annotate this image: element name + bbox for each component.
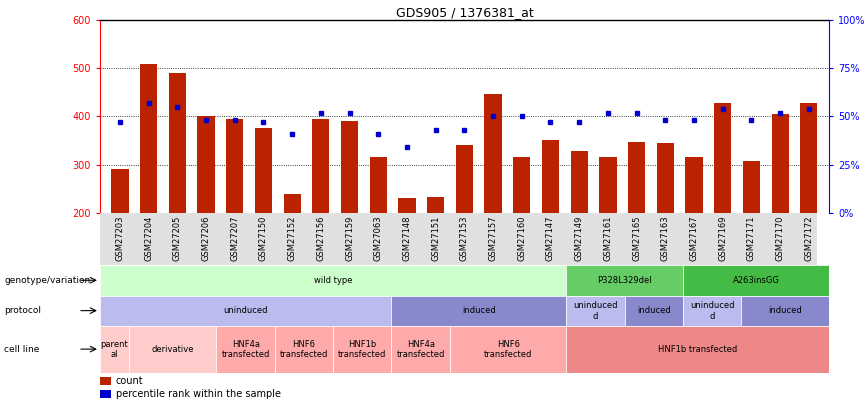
Text: count: count [115,376,143,386]
Text: percentile rank within the sample: percentile rank within the sample [115,389,281,399]
Text: GSM27160: GSM27160 [517,215,526,261]
Text: wild type: wild type [314,276,352,285]
Text: GSM27172: GSM27172 [805,215,813,261]
Text: GSM27169: GSM27169 [718,215,727,261]
Text: GSM27204: GSM27204 [144,215,153,261]
Bar [542,141,559,213]
Text: HNF6
transfected: HNF6 transfected [279,340,328,359]
Bar [625,296,683,326]
Title: GDS905 / 1376381_at: GDS905 / 1376381_at [396,6,533,19]
Bar [227,119,243,213]
Bar [100,390,111,398]
Text: GSM27203: GSM27203 [115,215,124,261]
Bar [129,326,216,373]
Bar [284,194,300,213]
Bar [333,326,391,373]
Bar [657,143,674,213]
Text: HNF4a
transfected: HNF4a transfected [221,340,270,359]
Bar [275,326,333,373]
Text: cell line: cell line [4,345,40,354]
Bar [100,296,391,326]
Bar [391,296,567,326]
Text: GSM27149: GSM27149 [575,215,583,261]
Bar [341,121,358,213]
Bar [683,296,741,326]
Text: GSM27159: GSM27159 [345,215,354,261]
Bar [427,197,444,213]
Bar [567,296,625,326]
Text: induced: induced [462,306,496,315]
Bar [216,326,275,373]
Bar [100,265,567,296]
Bar [628,142,645,213]
Bar [140,64,157,213]
Bar [741,296,829,326]
Bar [391,326,450,373]
Bar [484,94,502,213]
Text: GSM27151: GSM27151 [431,215,440,261]
Text: uninduced
d: uninduced d [574,301,618,320]
Text: GSM27153: GSM27153 [460,215,469,261]
Bar [370,157,387,213]
Text: parent
al: parent al [101,340,128,359]
Bar [398,198,416,213]
Text: induced: induced [637,306,671,315]
Text: A263insGG: A263insGG [733,276,779,285]
Bar [100,377,111,386]
Text: derivative: derivative [152,345,194,354]
Text: GSM27152: GSM27152 [287,215,297,261]
Bar [570,151,588,213]
Bar [312,119,330,213]
Bar [800,103,818,213]
Bar [450,326,567,373]
Bar [683,265,829,296]
Text: GSM27147: GSM27147 [546,215,555,261]
Bar [772,114,789,213]
Text: uninduced
d: uninduced d [690,301,734,320]
Text: genotype/variation: genotype/variation [4,276,90,285]
Text: GSM27167: GSM27167 [689,215,699,261]
Bar [111,169,128,213]
Bar [456,145,473,213]
Bar [567,265,683,296]
Bar [567,326,829,373]
Text: induced: induced [768,306,802,315]
Bar [513,157,530,213]
Text: GSM27207: GSM27207 [230,215,240,261]
Text: GSM27205: GSM27205 [173,215,181,261]
Bar [714,103,732,213]
Text: GSM27165: GSM27165 [632,215,641,261]
Text: GSM27063: GSM27063 [374,215,383,261]
Bar [100,326,129,373]
Text: HNF1b
transfected: HNF1b transfected [339,340,386,359]
Text: GSM27150: GSM27150 [259,215,268,261]
Text: HNF6
transfected: HNF6 transfected [484,340,532,359]
Text: GSM27157: GSM27157 [489,215,497,261]
Text: uninduced: uninduced [223,306,268,315]
Bar [168,73,186,213]
Text: GSM27171: GSM27171 [747,215,756,261]
Text: GSM27161: GSM27161 [603,215,613,261]
Text: GSM27170: GSM27170 [776,215,785,261]
Bar [255,128,272,213]
Text: HNF1b transfected: HNF1b transfected [658,345,737,354]
Text: GSM27148: GSM27148 [403,215,411,261]
Bar [743,161,760,213]
Text: protocol: protocol [4,306,42,315]
Bar [599,157,616,213]
Text: GSM27163: GSM27163 [661,215,670,261]
Text: GSM27156: GSM27156 [316,215,326,261]
Text: HNF4a
transfected: HNF4a transfected [397,340,444,359]
Text: GSM27206: GSM27206 [201,215,211,261]
Bar [197,117,214,213]
Bar [686,157,702,213]
Text: P328L329del: P328L329del [597,276,652,285]
